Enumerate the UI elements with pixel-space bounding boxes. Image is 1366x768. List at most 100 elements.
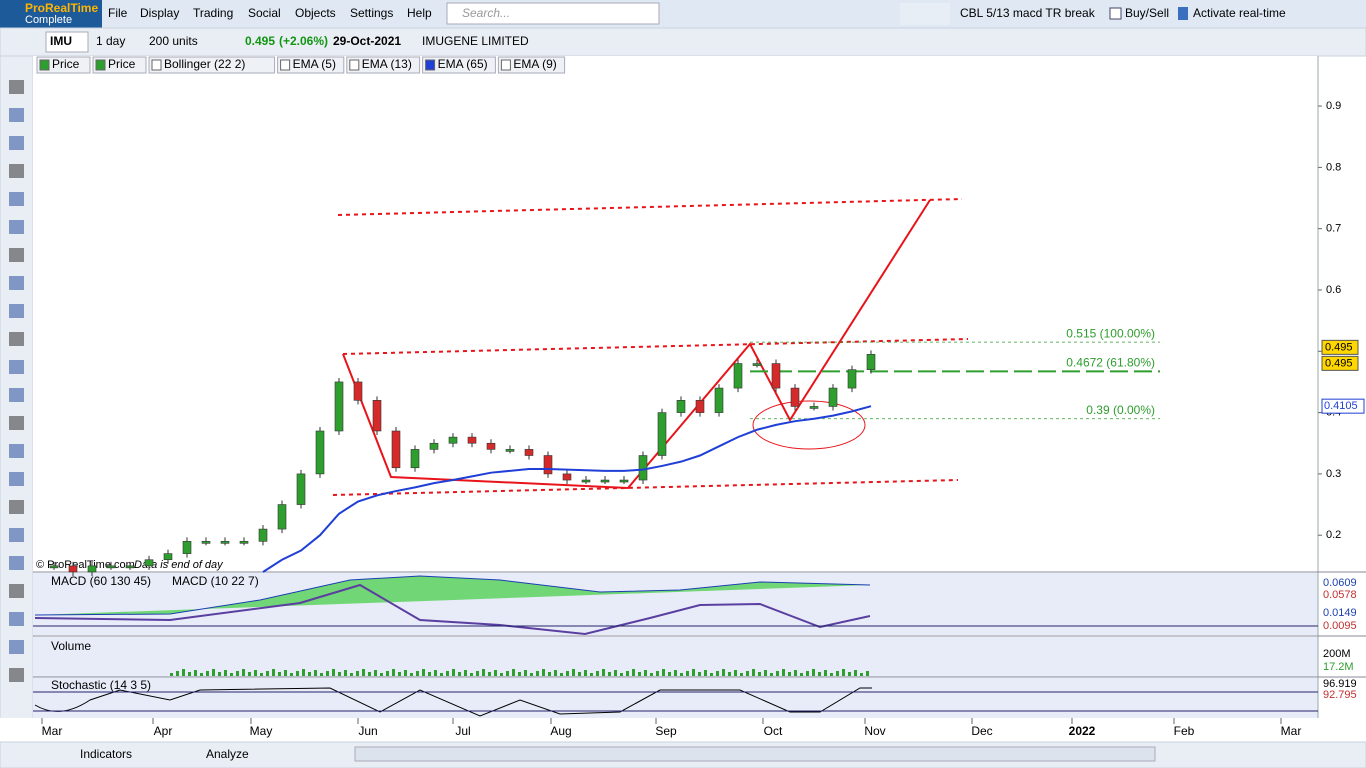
volume-bar	[452, 669, 455, 676]
menu-bar	[0, 0, 1366, 28]
tool-icon[interactable]	[9, 584, 24, 598]
macd-line	[34, 583, 871, 636]
volume-bar	[374, 670, 377, 676]
tool-icon[interactable]	[9, 276, 24, 290]
y-tick-label: 0.9	[1326, 100, 1341, 112]
candle	[410, 449, 420, 469]
tool-icon[interactable]	[9, 80, 24, 94]
tool-icon[interactable]	[9, 556, 24, 570]
units[interactable]: 200 units	[149, 34, 198, 48]
candle	[828, 387, 838, 407]
scrollbar[interactable]	[354, 746, 1156, 762]
volume-bar	[626, 671, 629, 676]
legend-box	[36, 56, 91, 74]
volume-bar	[764, 670, 767, 676]
tool-icon[interactable]	[9, 248, 24, 262]
tool-icon[interactable]	[9, 360, 24, 374]
legend-entry[interactable]: EMA (13)	[362, 57, 412, 71]
tool-icon[interactable]	[9, 444, 24, 458]
x-tick-label: Feb	[1174, 724, 1195, 738]
legend-swatch	[500, 59, 511, 71]
toolbar	[0, 27, 1366, 57]
volume-bar	[686, 671, 689, 676]
tool-icon[interactable]	[9, 164, 24, 178]
candle	[106, 565, 116, 569]
legend-entry[interactable]: Price	[52, 57, 80, 71]
candle	[790, 387, 800, 407]
layout-name[interactable]: CBL 5/13 macd TR break	[960, 6, 1096, 20]
volume-bar	[830, 673, 833, 676]
activate[interactable]: Activate real-time	[1193, 6, 1286, 20]
x-tick-label: Nov	[864, 724, 885, 738]
volume-bar	[482, 669, 485, 676]
volume-bar	[242, 669, 245, 676]
buy-sell[interactable]: Buy/Sell	[1125, 6, 1169, 20]
volume-bar	[266, 671, 269, 676]
tool-icon[interactable]	[9, 332, 24, 346]
x-tick-label: Mar	[42, 724, 63, 738]
tool-icon[interactable]	[9, 500, 24, 514]
volume-bars	[170, 669, 869, 676]
tool-icon[interactable]	[9, 612, 24, 626]
volume-bar	[440, 673, 443, 676]
tool-icon[interactable]	[9, 528, 24, 542]
change: (+2.06%)	[279, 34, 328, 48]
volume-bar	[776, 671, 779, 676]
volume-bar	[404, 670, 407, 676]
tool-icon[interactable]	[9, 668, 24, 682]
volume-bar	[854, 670, 857, 676]
legend-swatch	[349, 59, 360, 71]
period[interactable]: 1 day	[96, 34, 125, 48]
volume-value: 17.2M	[1323, 661, 1354, 673]
edition: Complete	[25, 14, 72, 26]
tool-icon[interactable]	[9, 388, 24, 402]
search-box[interactable]	[446, 2, 660, 25]
legend-entry[interactable]: EMA (5)	[293, 57, 336, 71]
legend-box	[422, 56, 496, 74]
menu-item[interactable]: Help	[407, 6, 432, 20]
legend-entry[interactable]: EMA (65)	[438, 57, 488, 71]
menu-item[interactable]: Display	[140, 6, 179, 20]
price-tag-label: 0.495	[1325, 341, 1353, 353]
volume-bar	[638, 672, 641, 676]
candle	[277, 504, 287, 530]
candle	[809, 406, 819, 409]
volume-bar	[488, 672, 491, 676]
legend-entry[interactable]: Bollinger (22 2)	[164, 57, 245, 71]
tool-icon[interactable]	[9, 220, 24, 234]
candle	[771, 363, 781, 389]
tool-icon[interactable]	[9, 136, 24, 150]
candle	[562, 473, 572, 481]
volume-bar	[272, 669, 275, 676]
menu-item[interactable]: Settings	[350, 6, 393, 20]
tool-icon[interactable]	[9, 416, 24, 430]
menu-item[interactable]: Social	[248, 6, 281, 20]
indicators-button[interactable]: Indicators	[80, 747, 132, 761]
analyze-button[interactable]: Analyze	[206, 747, 249, 761]
candle	[144, 559, 154, 567]
volume-bar	[860, 673, 863, 676]
logo: ProRealTime	[25, 1, 98, 15]
volume-bar	[746, 671, 749, 676]
menu-item[interactable]: Objects	[295, 6, 336, 20]
price-tag	[1321, 355, 1359, 371]
legend-entry[interactable]: Price	[108, 57, 136, 71]
ema-line	[262, 405, 872, 573]
draw-tools[interactable]	[900, 3, 950, 25]
volume-bar	[770, 673, 773, 676]
tool-icon[interactable]	[9, 108, 24, 122]
x-tick-label: Oct	[764, 724, 783, 738]
volume-bar	[176, 671, 179, 676]
legend-entry[interactable]: EMA (9)	[513, 57, 556, 71]
ema-tag-label: 0.4105	[1324, 400, 1358, 412]
menu-item[interactable]: File	[108, 6, 128, 20]
symbol-box[interactable]	[45, 31, 89, 53]
volume-bar	[656, 671, 659, 676]
candle	[258, 528, 268, 542]
tool-icon[interactable]	[9, 472, 24, 486]
tool-icon[interactable]	[9, 304, 24, 318]
volume-bar	[866, 671, 869, 676]
menu-item[interactable]: Trading	[193, 6, 233, 20]
tool-icon[interactable]	[9, 640, 24, 654]
tool-icon[interactable]	[9, 192, 24, 206]
